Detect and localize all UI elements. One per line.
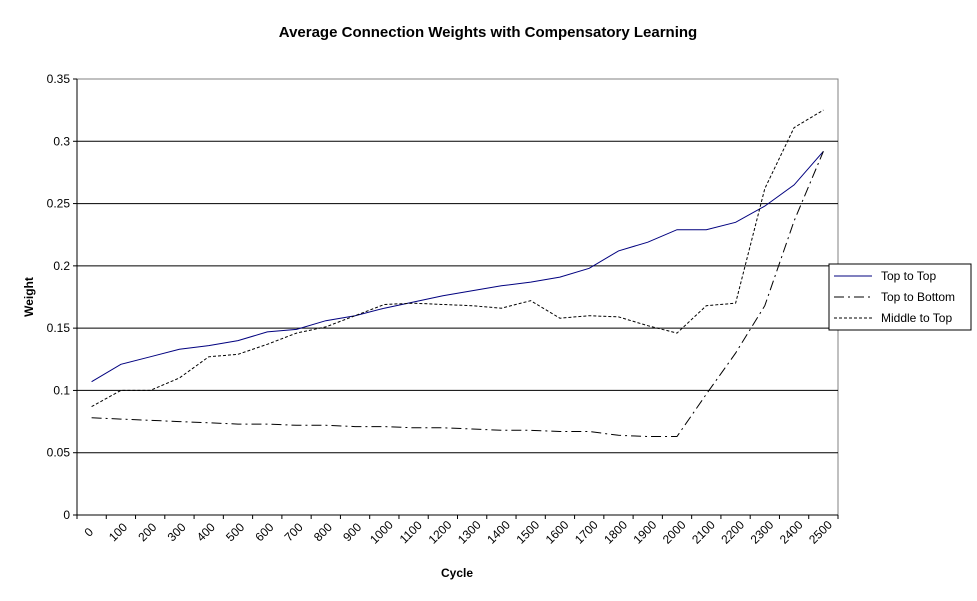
x-tick-label: 100	[106, 520, 130, 544]
x-tick-label: 1100	[397, 518, 425, 546]
legend-label: Top to Top	[881, 269, 936, 283]
x-tick-label: 700	[282, 520, 306, 544]
x-tick-label: 2500	[806, 518, 835, 547]
y-tick-label: 0.1	[53, 383, 70, 397]
x-tick-label: 2000	[660, 518, 689, 547]
x-tick-label: 1700	[572, 518, 601, 547]
x-tick-label: 1000	[367, 518, 396, 547]
x-tick-label: 1400	[484, 518, 513, 547]
x-tick-label: 1600	[543, 518, 572, 547]
x-tick-label: 1500	[513, 518, 542, 547]
gridlines	[77, 140, 838, 454]
y-axis: 0 0.05 0.1 0.15 0.2 0.25 0.3 0.35	[47, 72, 78, 522]
x-tick-label: 1900	[631, 518, 660, 547]
plot-area	[76, 78, 839, 516]
x-tick-label: 200	[135, 520, 159, 544]
plot-frame	[76, 78, 839, 516]
x-tick-label: 800	[311, 520, 335, 544]
x-tick-label: 900	[340, 520, 364, 544]
x-tick-label: 1200	[426, 518, 455, 547]
x-tick-label: 2300	[748, 518, 777, 547]
x-tick-label: 2400	[777, 518, 806, 547]
x-tick-label: 400	[194, 520, 218, 544]
series-line-3	[91, 109, 824, 408]
y-tick-label: 0.05	[47, 446, 71, 460]
x-tick-label: 600	[252, 520, 276, 544]
legend-box	[828, 263, 972, 331]
x-tick-label: 0	[81, 525, 96, 540]
series-line-2	[91, 151, 824, 437]
legend-label: Middle to Top	[881, 311, 952, 325]
series-line-1	[91, 150, 824, 383]
y-axis-title: Weight	[22, 277, 36, 317]
y-tick-label: 0.3	[53, 134, 70, 148]
y-tick-label: 0.15	[47, 321, 71, 335]
chart-title: Average Connection Weights with Compensa…	[279, 24, 697, 41]
x-tick-label: 1300	[455, 518, 484, 547]
y-tick-label: 0	[63, 508, 70, 522]
x-axis-title: Cycle	[441, 566, 473, 580]
x-tick-label: 2200	[718, 518, 747, 547]
x-tick-label: 300	[165, 520, 189, 544]
y-tick-label: 0.35	[47, 72, 71, 86]
x-axis: 0 100 200 300 400 500 600 700 800 900 1000 1100 1200…	[76, 514, 839, 547]
legend-label: Top to Bottom	[881, 290, 955, 304]
legend: Top to Top Top to Bottom Middle to Top	[828, 263, 972, 331]
x-tick-label: 1800	[601, 518, 630, 547]
y-tick-label: 0.2	[53, 259, 70, 273]
y-tick-label: 0.25	[47, 197, 71, 211]
series-layer	[91, 109, 824, 437]
x-tick-label: 2100	[689, 518, 718, 547]
x-tick-label: 500	[223, 520, 247, 544]
